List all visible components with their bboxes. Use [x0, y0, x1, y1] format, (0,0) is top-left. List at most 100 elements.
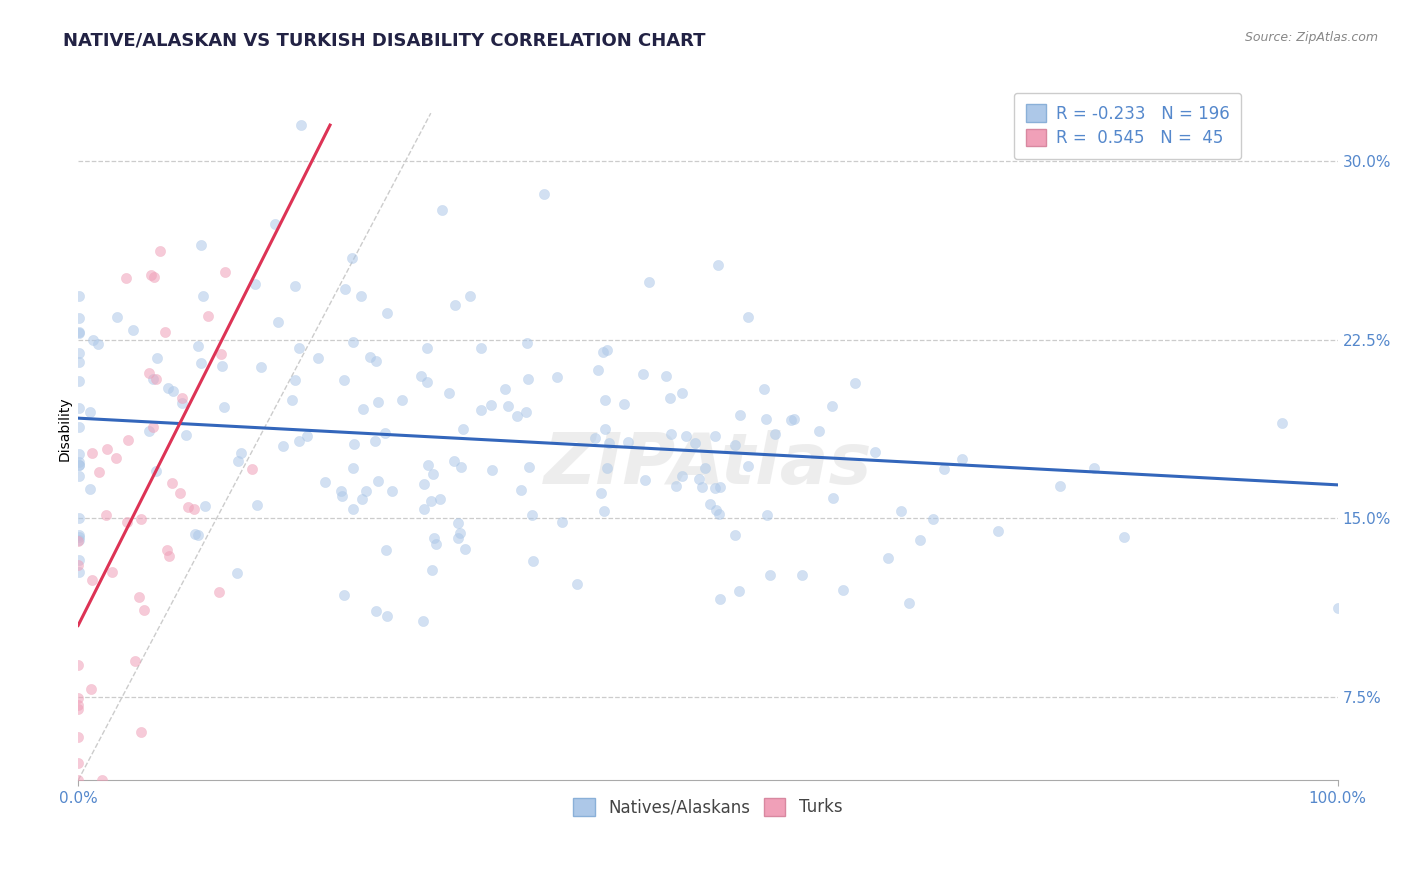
Point [443, 298, 465, 312]
Point [412, 502, 434, 516]
Point [665, 479, 688, 493]
Point [225, 566, 247, 581]
Point [145, 372, 167, 386]
Point [481, 463, 503, 477]
Point [1326, 601, 1348, 615]
Point [211, 359, 233, 373]
Point [153, 326, 176, 340]
Point [381, 483, 404, 498]
Point [479, 398, 502, 412]
Point [79, 482, 101, 496]
Point [67, 447, 90, 461]
Point [190, 238, 212, 252]
Point [174, 428, 197, 442]
Point [67, 533, 90, 547]
Point [142, 372, 165, 386]
Point [295, 428, 318, 442]
Point [287, 341, 309, 355]
Point [342, 501, 364, 516]
Point [595, 343, 617, 357]
Point [890, 504, 912, 518]
Point [704, 503, 727, 517]
Point [86, 337, 108, 351]
Point [67, 401, 90, 415]
Point [138, 367, 160, 381]
Point [589, 486, 612, 500]
Point [616, 434, 638, 449]
Point [67, 773, 90, 788]
Point [419, 493, 441, 508]
Point [790, 568, 813, 582]
Point [190, 356, 212, 370]
Point [67, 420, 90, 434]
Point [67, 534, 90, 549]
Y-axis label: Disability: Disability [58, 397, 72, 461]
Point [551, 515, 574, 529]
Point [314, 475, 336, 490]
Point [375, 543, 398, 558]
Point [350, 289, 373, 303]
Point [675, 429, 697, 443]
Point [267, 314, 290, 328]
Point [352, 491, 374, 506]
Point [343, 437, 366, 451]
Point [685, 436, 707, 450]
Point [671, 386, 693, 401]
Point [128, 591, 150, 605]
Point [212, 400, 235, 414]
Point [613, 397, 636, 411]
Point [737, 310, 759, 324]
Point [290, 118, 312, 132]
Point [688, 472, 710, 486]
Point [80, 446, 103, 460]
Point [592, 345, 614, 359]
Point [422, 531, 444, 545]
Point [375, 306, 398, 320]
Point [450, 459, 472, 474]
Point [170, 396, 193, 410]
Point [105, 310, 128, 325]
Point [922, 512, 945, 526]
Point [284, 373, 307, 387]
Point [307, 351, 329, 365]
Point [671, 468, 693, 483]
Point [595, 460, 617, 475]
Point [342, 461, 364, 475]
Point [115, 271, 138, 285]
Point [659, 426, 682, 441]
Point [162, 384, 184, 398]
Point [1049, 479, 1071, 493]
Point [67, 355, 90, 369]
Point [82, 333, 104, 347]
Point [416, 458, 439, 473]
Point [67, 552, 90, 566]
Point [129, 512, 152, 526]
Point [420, 563, 443, 577]
Text: Source: ZipAtlas.com: Source: ZipAtlas.com [1244, 31, 1378, 45]
Point [67, 698, 90, 712]
Point [187, 338, 209, 352]
Point [704, 481, 727, 495]
Point [105, 450, 128, 465]
Point [124, 654, 146, 668]
Point [352, 401, 374, 416]
Point [723, 438, 745, 452]
Point [149, 244, 172, 259]
Point [987, 524, 1010, 538]
Point [765, 426, 787, 441]
Point [808, 424, 831, 438]
Point [67, 346, 90, 360]
Point [832, 582, 855, 597]
Point [780, 413, 803, 427]
Point [496, 399, 519, 413]
Point [494, 382, 516, 396]
Point [186, 528, 208, 542]
Point [79, 405, 101, 419]
Point [208, 585, 231, 599]
Point [516, 335, 538, 350]
Point [146, 351, 169, 365]
Point [117, 433, 139, 447]
Point [333, 282, 356, 296]
Point [191, 288, 214, 302]
Point [759, 567, 782, 582]
